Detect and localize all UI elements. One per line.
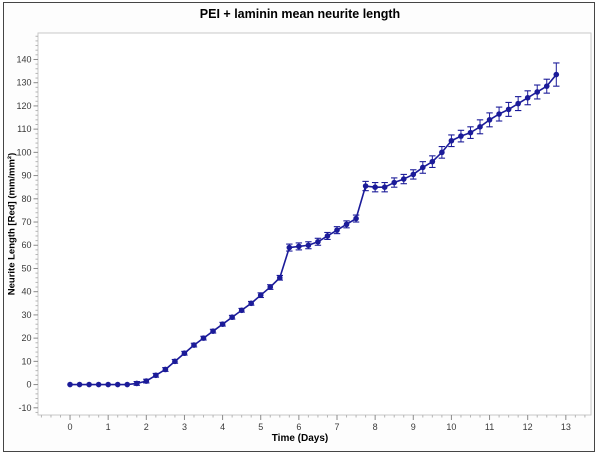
data-point [324, 233, 331, 239]
data-point [420, 164, 426, 171]
data-point [534, 89, 541, 95]
y-axis-label: Neurite Length [Red] (mm/mm²) [6, 152, 18, 296]
data-point [191, 342, 197, 348]
data-point [296, 243, 302, 250]
data-point [343, 221, 350, 228]
y-tick-label: 110 [17, 124, 31, 134]
plot-area [37, 32, 592, 416]
data-point [210, 328, 216, 334]
x-tick-label: 10 [446, 422, 456, 432]
y-tick-label: -10 [18, 403, 31, 413]
y-tick-label: 70 [21, 217, 31, 227]
data-point [86, 381, 92, 388]
y-tick-label: 40 [21, 287, 31, 297]
data-point [172, 358, 178, 365]
data-point [267, 284, 274, 290]
x-tick-label: 7 [334, 422, 339, 432]
data-point [458, 133, 464, 139]
data-point [219, 321, 226, 328]
data-point [381, 184, 388, 190]
data-point [105, 381, 111, 388]
y-tick-label: 10 [21, 356, 31, 366]
data-point [543, 83, 550, 89]
data-point [496, 111, 502, 117]
x-tick-label: 1 [106, 422, 111, 432]
y-tick-label: 130 [16, 78, 31, 88]
data-point [162, 366, 169, 373]
data-point [76, 381, 83, 388]
data-point [248, 300, 254, 307]
y-tick-label: 90 [21, 171, 31, 181]
data-point [315, 238, 321, 245]
y-tick-label: 60 [21, 240, 31, 250]
data-point [362, 183, 369, 189]
data-point [114, 381, 121, 388]
x-tick-label: 2 [144, 422, 149, 432]
data-point [229, 314, 235, 321]
x-axis-label: Time (Days) [271, 433, 329, 444]
data-point [124, 381, 131, 388]
data-point [276, 274, 283, 281]
x-tick-label: 12 [523, 422, 533, 432]
data-point [439, 149, 445, 156]
x-tick-label: 8 [373, 422, 378, 432]
data-point [67, 381, 73, 388]
data-line [70, 74, 557, 386]
data-point [286, 244, 293, 251]
data-point [448, 137, 455, 144]
y-tick-label: 50 [21, 263, 31, 273]
data-point [334, 227, 340, 233]
data-point [200, 335, 207, 341]
x-tick-label: 3 [182, 422, 187, 432]
data-point [153, 372, 159, 379]
data-point [305, 242, 312, 249]
data-point [400, 176, 407, 182]
y-tick-label: 140 [16, 54, 31, 64]
x-tick-label: 0 [68, 422, 73, 432]
data-point [515, 100, 521, 107]
data-point [257, 292, 264, 298]
x-tick-label: 11 [485, 422, 494, 432]
data-point [143, 378, 150, 384]
y-tick-label: 80 [21, 194, 31, 204]
data-point [486, 117, 493, 123]
data-point [553, 71, 560, 78]
x-tick-label: 4 [220, 422, 225, 432]
y-tick-label: 100 [16, 147, 31, 157]
y-tick-label: 0 [26, 380, 31, 390]
data-point [181, 350, 188, 357]
data-point [372, 184, 378, 190]
data-point [429, 158, 436, 165]
data-point [353, 215, 359, 222]
data-point [467, 129, 474, 136]
data-point [410, 171, 417, 178]
data-point [238, 307, 245, 314]
data-point [133, 380, 140, 387]
data-point [391, 179, 398, 186]
chart-title: PEI + laminin mean neurite length [199, 7, 401, 21]
x-tick-label: 5 [258, 422, 263, 432]
x-tick-label: 6 [296, 422, 301, 432]
y-tick-label: 120 [16, 101, 31, 111]
data-point [524, 94, 531, 101]
data-point [505, 106, 512, 113]
x-tick-label: 9 [411, 422, 416, 432]
data-point [477, 124, 483, 130]
data-point [95, 381, 102, 388]
x-tick-label: 13 [561, 422, 571, 432]
y-tick-label: 20 [21, 333, 31, 343]
y-tick-label: 30 [21, 310, 31, 320]
